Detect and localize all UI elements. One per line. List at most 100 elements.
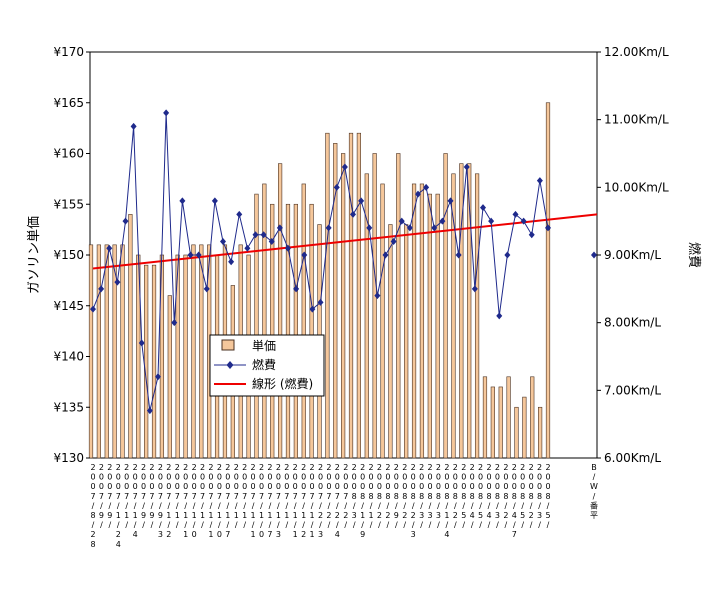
price-bar	[167, 295, 172, 459]
left-tick-label: ¥130	[53, 451, 84, 465]
fuel-point	[187, 251, 194, 259]
x-tick-label: 2 0 0 7/2/3	[318, 463, 323, 539]
x-tick-label: 2 0 0 7/1/	[124, 463, 129, 530]
x-tick-label: 2 0 0 7/1/2	[301, 463, 306, 539]
x-tick-label: 2 0 0 8/2/	[503, 463, 508, 530]
x-tick-label: 2 0 0 8/5/	[520, 463, 525, 530]
right-tick-label: 10.00Km/L	[604, 180, 669, 194]
x-tick-label: 2 0 0 8/1/4	[444, 463, 449, 539]
fuel-point	[374, 292, 381, 300]
fuel-point	[268, 237, 275, 245]
right-tick-label: 8.00Km/L	[604, 316, 661, 330]
fuel-point	[350, 210, 356, 218]
x-tick-label: 2 0 0 8/2/3	[411, 463, 416, 539]
fuel-point	[358, 197, 365, 205]
x-tick-label: 2 0 0 7/9/	[107, 463, 112, 530]
fuel-point	[431, 224, 438, 232]
fuel-point	[228, 258, 235, 266]
fuel-point	[366, 224, 373, 232]
x-tick-label: 2 0 0 7/2/4	[335, 463, 340, 539]
x-tick-label: 2 0 0 8/2/	[402, 463, 407, 530]
x-tick-label: 2 0 0 7/1/0	[217, 463, 222, 539]
fuel-point	[512, 210, 519, 218]
x-tick-label: 2 0 0 8/4/7	[512, 463, 517, 539]
price-bar	[538, 406, 543, 459]
x-tick-label: 2 0 0 7/2/	[326, 463, 331, 530]
fuel-point	[260, 231, 267, 239]
fuel-line-series	[90, 109, 597, 415]
left-tick-label: ¥145	[53, 299, 84, 313]
price-bar	[411, 183, 417, 459]
fuel-point	[423, 183, 430, 191]
x-tick-label-average: B / W/番平	[590, 463, 598, 520]
x-tick-label: 2 0 0 7/1/	[284, 463, 289, 530]
left-tick-label: ¥135	[53, 400, 84, 414]
x-tick-label: 2 0 0 7/1/4	[133, 463, 138, 539]
fuel-point	[155, 373, 161, 381]
price-bar	[301, 183, 306, 459]
fuel-point	[504, 251, 511, 259]
price-bar	[490, 386, 495, 459]
x-tick-label: 2 0 0 7/1/7	[267, 463, 272, 539]
trend-line	[92, 213, 598, 270]
price-bar	[451, 173, 456, 459]
fuel-point	[236, 210, 243, 218]
trendline	[92, 213, 598, 270]
fuel-point	[390, 237, 397, 245]
price-bar	[309, 203, 314, 459]
fuel-point	[211, 197, 218, 205]
left-tick-label: ¥165	[53, 96, 84, 110]
fuel-point	[439, 217, 446, 225]
fuel-point	[309, 305, 316, 313]
x-tick-label: 2 0 0 7/1/2 4	[116, 463, 121, 549]
fuel-point	[163, 109, 170, 117]
x-tick-label: 2 0 0 7/1/	[200, 463, 205, 530]
price-bar	[482, 376, 488, 459]
x-tick-label: 2 0 0 8/1/	[369, 463, 374, 530]
fuel-point	[171, 319, 178, 327]
price-bar	[427, 193, 432, 459]
fuel-point	[488, 217, 495, 225]
x-tick-label: 2 0 0 7/1/	[175, 463, 180, 530]
right-tick-label: 9.00Km/L	[604, 248, 661, 262]
y-left-title: ガソリン単価	[26, 216, 42, 294]
price-bar	[396, 153, 401, 459]
x-tick-label: 2 0 0 7/1/1	[293, 463, 298, 539]
fuel-point	[545, 224, 551, 232]
right-tick-label: 12.00Km/L	[604, 45, 669, 59]
x-tick-label: 2 0 0 8/3/	[537, 463, 542, 530]
fuel-point	[130, 122, 137, 130]
price-bar	[270, 203, 275, 459]
fuel-point	[106, 244, 113, 252]
x-tick-label: 2 0 0 7/1/	[242, 463, 247, 530]
left-axis: ¥130 ¥135 ¥140 ¥145 ¥150 ¥155 ¥160 ¥165 ¥170	[53, 45, 90, 465]
fuel-point	[220, 237, 226, 245]
price-bar	[199, 244, 204, 459]
price-bar	[522, 396, 527, 459]
x-tick-label: 2 0 0 7/1/3	[276, 463, 281, 539]
price-bar	[128, 214, 133, 459]
price-bar	[96, 244, 101, 459]
price-bar	[530, 376, 535, 459]
x-tick-label: 2 0 0 8/2/	[453, 463, 458, 530]
x-tick-label: 2 0 0 7/1/1	[310, 463, 315, 539]
price-bar	[545, 102, 551, 459]
right-axis: 6.00Km/L 7.00Km/L 8.00Km/L 9.00Km/L 10.00Km/…	[597, 45, 669, 465]
legend: 単価 燃費 線形 (燃費)	[209, 334, 325, 397]
fuel-point	[455, 251, 462, 259]
fuel-point	[276, 224, 283, 232]
x-tick-label: 2 0 0 8/2/	[377, 463, 382, 530]
fuel-point	[333, 183, 340, 191]
left-tick-label: ¥150	[53, 248, 84, 262]
price-bar	[474, 173, 480, 459]
price-bar	[372, 153, 377, 459]
price-bar	[151, 264, 157, 459]
price-bar	[506, 376, 511, 459]
price-bar	[144, 264, 149, 459]
x-tick-label: 2 0 0 8/4/	[486, 463, 491, 530]
legend-bar-label: 単価	[252, 339, 276, 353]
price-bar	[514, 406, 519, 459]
price-bar	[262, 183, 267, 459]
legend-bar-swatch	[221, 339, 235, 351]
fuel-point	[536, 177, 543, 185]
